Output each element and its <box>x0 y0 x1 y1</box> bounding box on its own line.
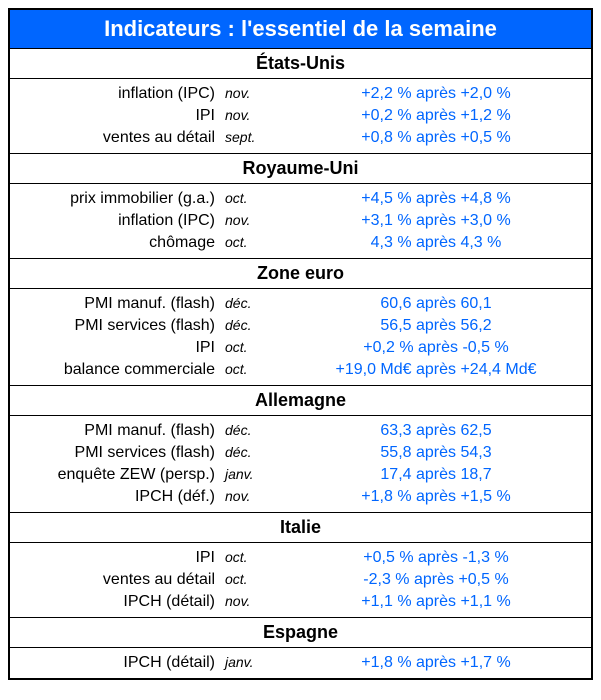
data-row: IPCH (détail)nov.+1,1 % après +1,1 % <box>10 591 591 613</box>
section-body: IPIoct.+0,5 % après -1,3 %ventes au déta… <box>10 543 591 617</box>
data-row: inflation (IPC)nov.+3,1 % après +3,0 % <box>10 210 591 232</box>
period-label: nov. <box>225 488 295 504</box>
value-label: +1,1 % après +1,1 % <box>295 593 591 611</box>
data-row: ventes au détailsept.+0,8 % après +0,5 % <box>10 127 591 149</box>
value-label: +1,8 % après +1,5 % <box>295 488 591 506</box>
value-label: +0,5 % après -1,3 % <box>295 549 591 567</box>
indicator-label: PMI services (flash) <box>10 444 225 462</box>
section-header: États-Unis <box>10 49 591 79</box>
period-label: nov. <box>225 85 295 101</box>
indicator-label: enquête ZEW (persp.) <box>10 466 225 484</box>
period-label: déc. <box>225 295 295 311</box>
value-label: +4,5 % après +4,8 % <box>295 190 591 208</box>
period-label: oct. <box>225 571 295 587</box>
section-body: prix immobilier (g.a.)oct.+4,5 % après +… <box>10 184 591 258</box>
data-row: PMI manuf. (flash)déc.60,6 après 60,1 <box>10 293 591 315</box>
value-label: +0,8 % après +0,5 % <box>295 129 591 147</box>
indicator-label: IPCH (déf.) <box>10 488 225 506</box>
value-label: 17,4 après 18,7 <box>295 466 591 484</box>
section-header: Italie <box>10 512 591 543</box>
value-label: +19,0 Md€ après +24,4 Md€ <box>295 361 591 379</box>
indicator-label: ventes au détail <box>10 571 225 589</box>
period-label: janv. <box>225 466 295 482</box>
section-header: Espagne <box>10 617 591 648</box>
table-title: Indicateurs : l'essentiel de la semaine <box>10 10 591 49</box>
section-body: PMI manuf. (flash)déc.63,3 après 62,5PMI… <box>10 416 591 512</box>
data-row: ventes au détailoct.-2,3 % après +0,5 % <box>10 569 591 591</box>
value-label: +3,1 % après +3,0 % <box>295 212 591 230</box>
period-label: nov. <box>225 107 295 123</box>
indicator-label: ventes au détail <box>10 129 225 147</box>
period-label: nov. <box>225 593 295 609</box>
section-body: inflation (IPC)nov.+2,2 % après +2,0 %IP… <box>10 79 591 153</box>
indicator-label: IPCH (détail) <box>10 593 225 611</box>
data-row: chômageoct.4,3 % après 4,3 % <box>10 232 591 254</box>
indicator-label: balance commerciale <box>10 361 225 379</box>
data-row: IPInov.+0,2 % après +1,2 % <box>10 105 591 127</box>
period-label: oct. <box>225 339 295 355</box>
data-row: enquête ZEW (persp.)janv.17,4 après 18,7 <box>10 464 591 486</box>
period-label: déc. <box>225 444 295 460</box>
indicator-label: PMI services (flash) <box>10 317 225 335</box>
value-label: 4,3 % après 4,3 % <box>295 234 591 252</box>
indicator-label: prix immobilier (g.a.) <box>10 190 225 208</box>
indicator-label: IPI <box>10 549 225 567</box>
data-row: inflation (IPC)nov.+2,2 % après +2,0 % <box>10 83 591 105</box>
value-label: +0,2 % après +1,2 % <box>295 107 591 125</box>
value-label: 60,6 après 60,1 <box>295 295 591 313</box>
sections-container: États-Unisinflation (IPC)nov.+2,2 % aprè… <box>10 49 591 678</box>
data-row: PMI services (flash)déc.55,8 après 54,3 <box>10 442 591 464</box>
section-header: Allemagne <box>10 385 591 416</box>
period-label: sept. <box>225 129 295 145</box>
period-label: déc. <box>225 422 295 438</box>
section-header: Zone euro <box>10 258 591 289</box>
indicator-label: chômage <box>10 234 225 252</box>
period-label: oct. <box>225 234 295 250</box>
data-row: IPIoct.+0,2 % après -0,5 % <box>10 337 591 359</box>
period-label: nov. <box>225 212 295 228</box>
data-row: IPCH (déf.)nov.+1,8 % après +1,5 % <box>10 486 591 508</box>
indicator-label: IPI <box>10 107 225 125</box>
value-label: -2,3 % après +0,5 % <box>295 571 591 589</box>
indicator-label: IPI <box>10 339 225 357</box>
period-label: oct. <box>225 190 295 206</box>
period-label: oct. <box>225 361 295 377</box>
value-label: 63,3 après 62,5 <box>295 422 591 440</box>
data-row: IPIoct.+0,5 % après -1,3 % <box>10 547 591 569</box>
data-row: IPCH (détail)janv.+1,8 % après +1,7 % <box>10 652 591 674</box>
indicator-label: inflation (IPC) <box>10 212 225 230</box>
period-label: janv. <box>225 654 295 670</box>
data-row: balance commercialeoct.+19,0 Md€ après +… <box>10 359 591 381</box>
value-label: 56,5 après 56,2 <box>295 317 591 335</box>
value-label: 55,8 après 54,3 <box>295 444 591 462</box>
section-header: Royaume-Uni <box>10 153 591 184</box>
indicators-table: Indicateurs : l'essentiel de la semaine … <box>8 8 593 680</box>
value-label: +0,2 % après -0,5 % <box>295 339 591 357</box>
indicator-label: inflation (IPC) <box>10 85 225 103</box>
section-body: PMI manuf. (flash)déc.60,6 après 60,1PMI… <box>10 289 591 385</box>
value-label: +1,8 % après +1,7 % <box>295 654 591 672</box>
data-row: prix immobilier (g.a.)oct.+4,5 % après +… <box>10 188 591 210</box>
indicator-label: IPCH (détail) <box>10 654 225 672</box>
section-body: IPCH (détail)janv.+1,8 % après +1,7 % <box>10 648 591 678</box>
data-row: PMI manuf. (flash)déc.63,3 après 62,5 <box>10 420 591 442</box>
data-row: PMI services (flash)déc.56,5 après 56,2 <box>10 315 591 337</box>
indicator-label: PMI manuf. (flash) <box>10 295 225 313</box>
value-label: +2,2 % après +2,0 % <box>295 85 591 103</box>
period-label: déc. <box>225 317 295 333</box>
period-label: oct. <box>225 549 295 565</box>
indicator-label: PMI manuf. (flash) <box>10 422 225 440</box>
